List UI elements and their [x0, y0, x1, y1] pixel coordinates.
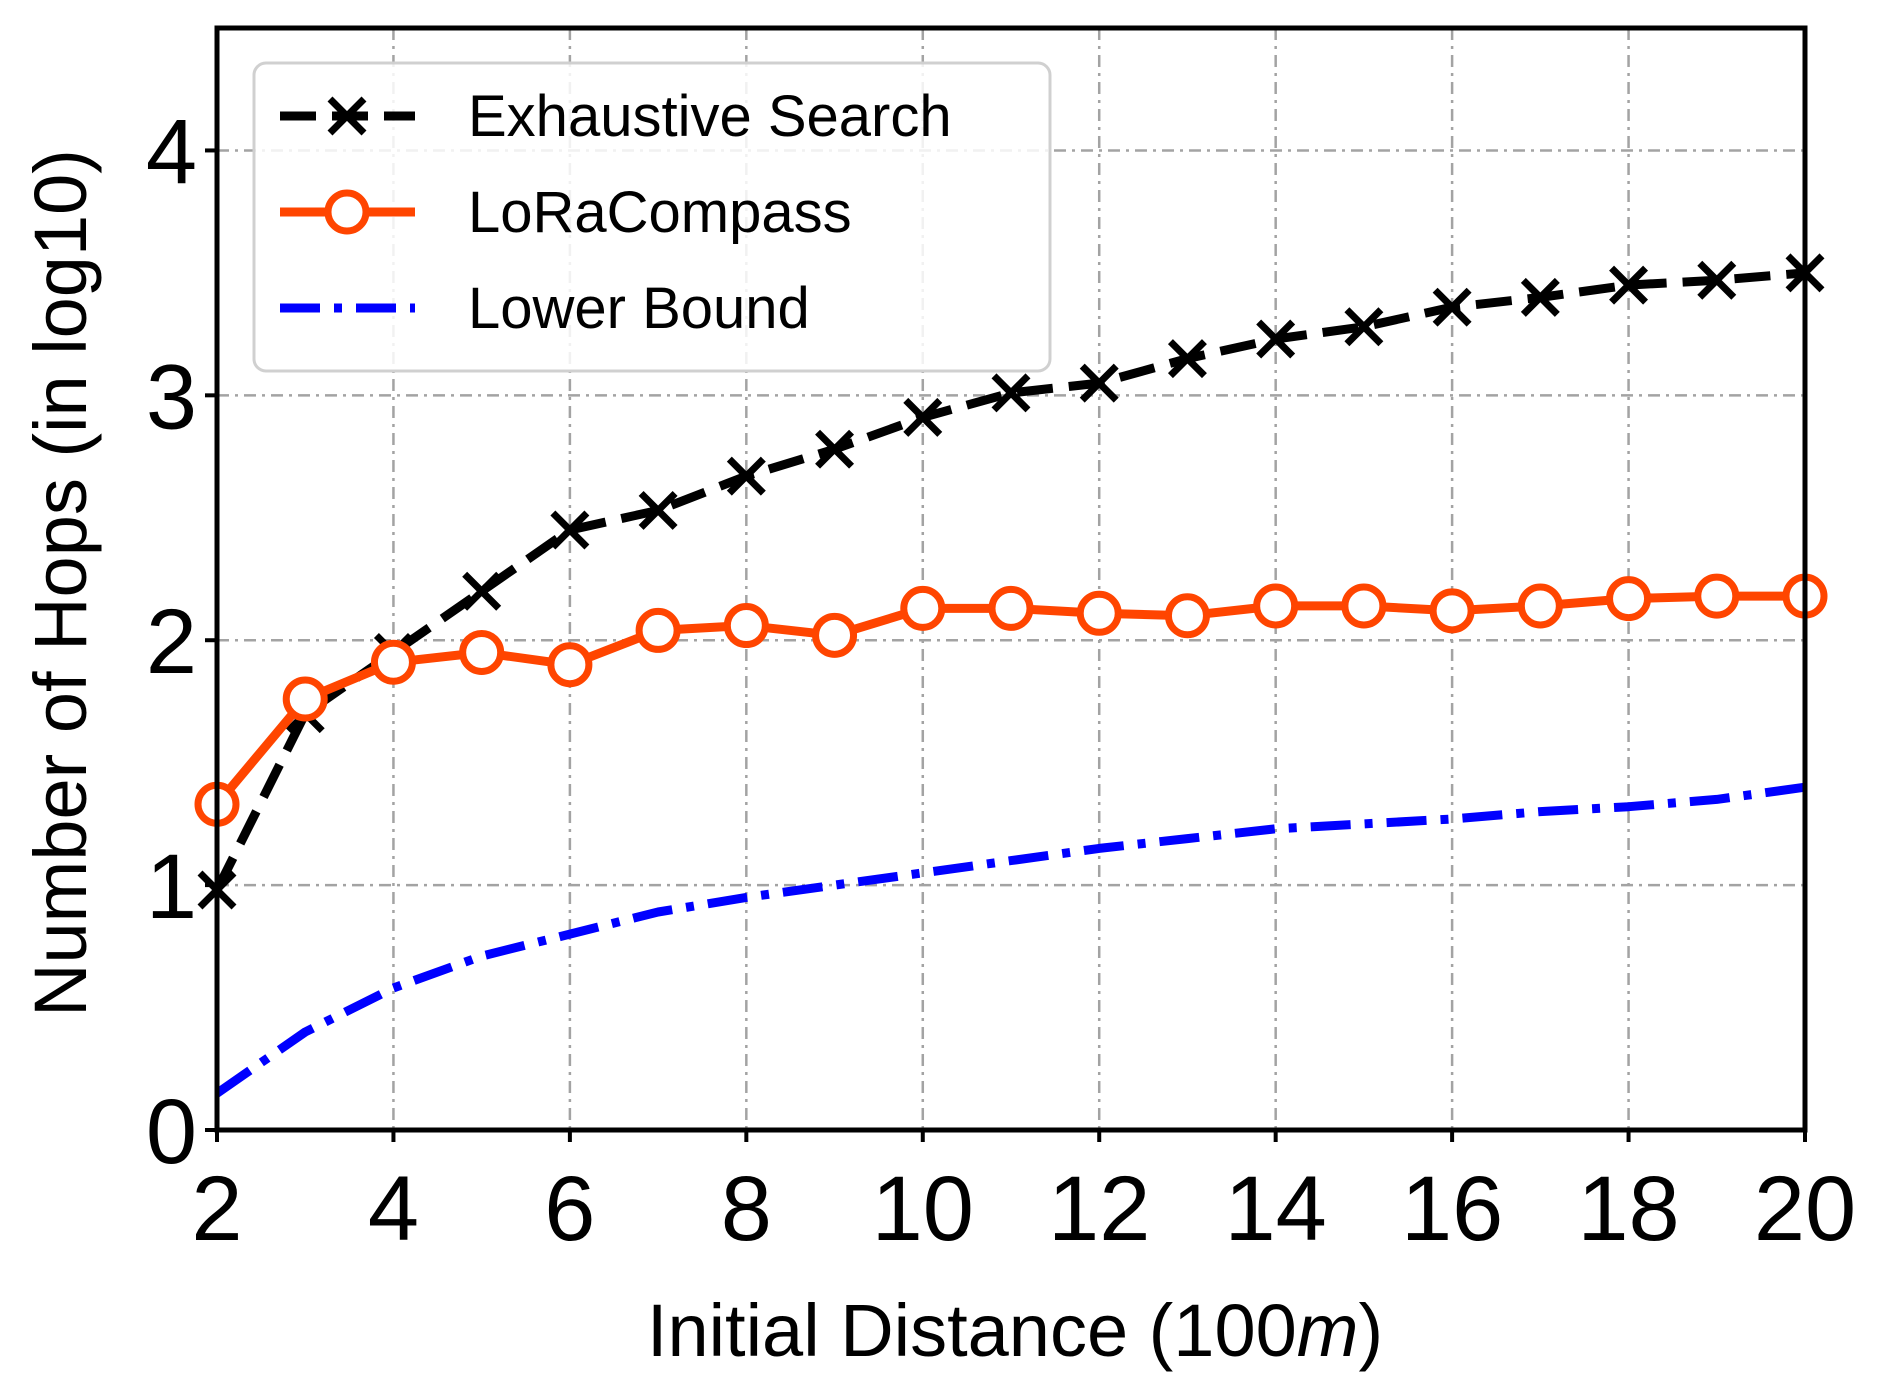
x-tick-label: 6 [544, 1158, 595, 1260]
data-point-loracompass [1606, 576, 1652, 622]
data-point-exhaustive-search [726, 456, 766, 496]
legend-item-lower-bound: Lower Bound [280, 276, 810, 341]
data-point-exhaustive-search [638, 490, 678, 530]
data-point-exhaustive-search [462, 571, 502, 611]
x-tick-label: 8 [721, 1158, 772, 1260]
legend-label-loracompass: LoRaCompass [468, 180, 852, 245]
data-point-loracompass [1076, 590, 1122, 636]
x-axis-title: Initial Distance (100m) [647, 1289, 1383, 1372]
plot-frame [214, 25, 1808, 1133]
y-tick-label: 0 [146, 1081, 197, 1183]
data-point-exhaustive-search [815, 429, 855, 469]
x-tick-label: 10 [872, 1158, 974, 1260]
x-axis-title-text: Initial Distance (100 [647, 1289, 1297, 1372]
y-axis-title: Number of Hops (in log10) [19, 149, 102, 1017]
x-tick-label: 16 [1401, 1158, 1503, 1260]
data-point-loracompass [459, 629, 505, 675]
data-point-loracompass [282, 676, 328, 722]
data-point-exhaustive-search [1697, 260, 1737, 300]
plot-series [194, 253, 1828, 1097]
data-point-exhaustive-search [550, 510, 590, 550]
data-point-loracompass [1694, 573, 1740, 619]
data-point-exhaustive-search [1520, 277, 1560, 317]
data-point-loracompass [1164, 593, 1210, 639]
y-tick-label: 3 [146, 346, 197, 448]
data-point-loracompass [1341, 583, 1387, 629]
legend-label-exhaustive-search: Exhaustive Search [468, 84, 952, 149]
data-point-exhaustive-search [1256, 319, 1296, 359]
legend-marker-exhaustive-search [327, 96, 367, 136]
legend-item-exhaustive-search: Exhaustive Search [280, 84, 952, 149]
data-point-exhaustive-search [1344, 307, 1384, 347]
series-lower-bound [214, 782, 1806, 1097]
legend: Exhaustive Search LoRaCompass Lower Bound [252, 61, 1052, 373]
data-point-loracompass [370, 639, 416, 685]
grid [217, 28, 1805, 1130]
data-point-exhaustive-search [1167, 339, 1207, 379]
x-tick-label: 12 [1048, 1158, 1150, 1260]
x-tick-label: 20 [1754, 1158, 1856, 1260]
y-tick-label: 2 [146, 591, 197, 693]
data-point-exhaustive-search [1432, 287, 1472, 327]
data-point-loracompass [900, 585, 946, 631]
data-point-exhaustive-search [1079, 363, 1119, 403]
data-point-loracompass [547, 642, 593, 688]
legend-item-loracompass: LoRaCompass [280, 180, 852, 245]
x-tick-label: 2 [191, 1158, 242, 1260]
data-point-loracompass [723, 603, 769, 649]
x-tick-label: 14 [1224, 1158, 1326, 1260]
legend-label-lower-bound: Lower Bound [468, 276, 810, 341]
data-point-exhaustive-search [903, 397, 943, 437]
data-point-loracompass [1253, 583, 1299, 629]
y-tick-label: 4 [146, 101, 197, 203]
x-axis-title-close: ) [1358, 1289, 1383, 1372]
series-loracompass [194, 573, 1828, 827]
x-tick-label: 4 [368, 1158, 419, 1260]
data-point-loracompass [1429, 588, 1475, 634]
data-point-loracompass [1517, 583, 1563, 629]
y-tick-label: 1 [146, 836, 197, 938]
data-point-loracompass [812, 612, 858, 658]
data-point-exhaustive-search [991, 373, 1031, 413]
data-point-loracompass [988, 585, 1034, 631]
x-tick-label: 18 [1577, 1158, 1679, 1260]
data-point-exhaustive-search [1609, 265, 1649, 305]
legend-marker-loracompass [324, 189, 370, 235]
legend-box [252, 61, 1052, 373]
series-line-lower-bound [214, 782, 1806, 1097]
x-axis-title-unit: m [1297, 1289, 1359, 1372]
data-point-loracompass [635, 607, 681, 653]
